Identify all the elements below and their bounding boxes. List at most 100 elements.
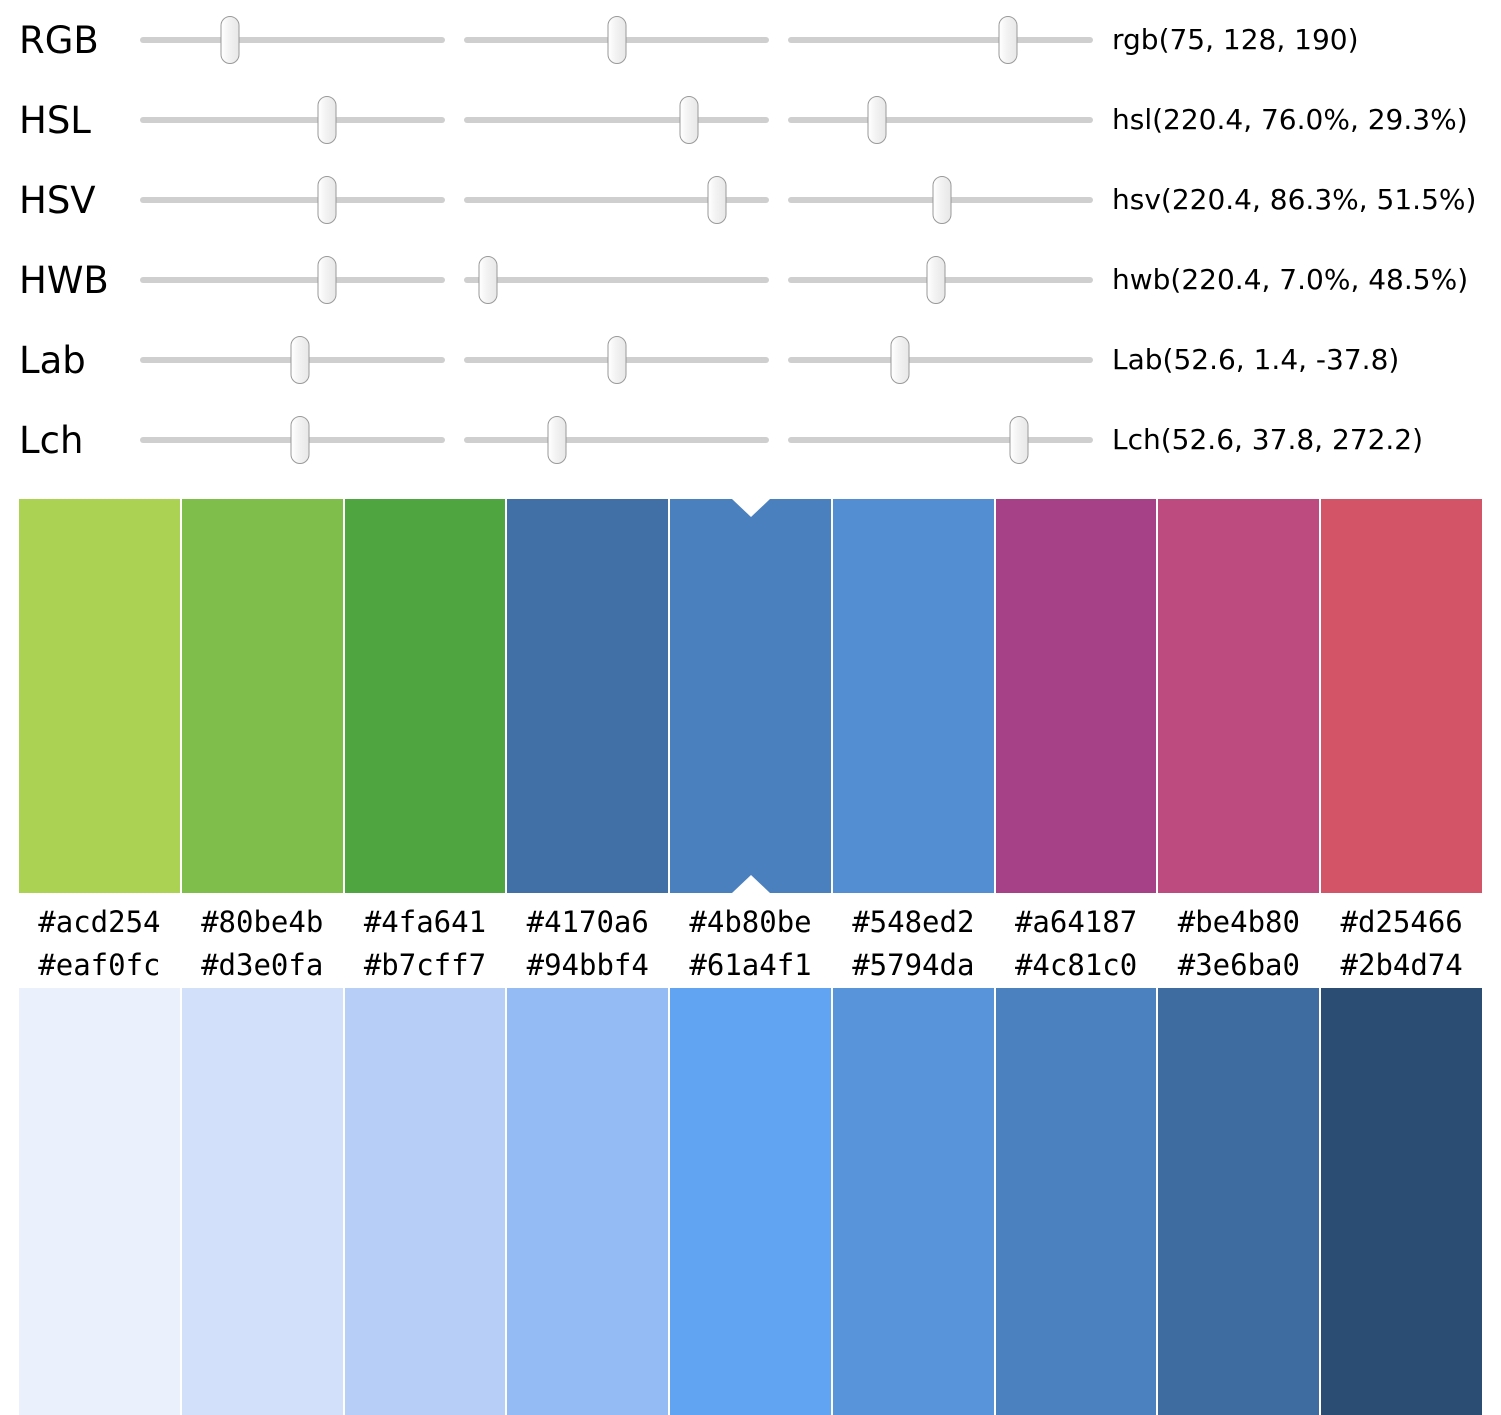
slider-lch-lightness[interactable]	[140, 400, 445, 480]
slider-track[interactable]	[140, 117, 445, 123]
slider-track[interactable]	[464, 437, 769, 443]
slider-thumb[interactable]	[290, 416, 310, 464]
color-value-text: Lch(52.6, 37.8, 272.2)	[1112, 423, 1424, 456]
harmony-hex-label: #4170a6	[526, 905, 649, 939]
shades-hex-label: #4c81c0	[1014, 948, 1138, 982]
slider-thumb[interactable]	[707, 176, 727, 224]
slider-lab-a-axis[interactable]	[464, 320, 769, 400]
slider-track[interactable]	[464, 277, 769, 283]
slider-hsl-saturation[interactable]	[464, 80, 769, 160]
slider-track[interactable]	[788, 437, 1093, 443]
slider-track-group	[140, 240, 1093, 320]
slider-track-group	[140, 0, 1093, 80]
slider-row-lch: Lch Lch(52.6, 37.8, 272.2)	[0, 400, 1501, 480]
slider-hwb-whiteness[interactable]	[464, 240, 769, 320]
color-value-text: hwb(220.4, 7.0%, 48.5%)	[1112, 263, 1469, 296]
harmony-hex-label: #be4b80	[1177, 905, 1300, 939]
slider-rgb-blue[interactable]	[788, 0, 1093, 80]
color-space-label: Lab	[19, 338, 86, 382]
slider-hsv-value[interactable]	[788, 160, 1093, 240]
harmony-swatch[interactable]	[995, 499, 1157, 893]
slider-track[interactable]	[788, 37, 1093, 43]
harmony-swatch[interactable]	[670, 499, 831, 893]
shades-swatch[interactable]	[507, 988, 669, 1415]
selected-marker-up-icon	[731, 875, 770, 893]
slider-track[interactable]	[464, 197, 769, 203]
slider-track[interactable]	[788, 357, 1093, 363]
slider-track[interactable]	[788, 117, 1093, 123]
color-space-label: RGB	[19, 18, 99, 62]
slider-thumb[interactable]	[998, 16, 1018, 64]
shades-swatch[interactable]	[832, 988, 994, 1415]
slider-track[interactable]	[464, 117, 769, 123]
color-value-text: hsl(220.4, 76.0%, 29.3%)	[1112, 103, 1468, 136]
harmony-swatch[interactable]	[1158, 499, 1320, 893]
slider-track[interactable]	[140, 277, 445, 283]
slider-rgb-green[interactable]	[464, 0, 769, 80]
harmony-swatch[interactable]	[344, 499, 506, 893]
slider-thumb[interactable]	[607, 336, 627, 384]
slider-thumb[interactable]	[317, 96, 337, 144]
slider-lab-lightness[interactable]	[140, 320, 445, 400]
color-space-label: HSL	[19, 98, 91, 142]
slider-thumb[interactable]	[478, 256, 498, 304]
shades-hex-label: #61a4f1	[689, 948, 812, 982]
color-space-label: HWB	[19, 258, 109, 302]
slider-thumb[interactable]	[290, 336, 310, 384]
slider-track-group	[140, 80, 1093, 160]
harmony-hex-label: #80be4b	[201, 905, 324, 939]
harmony-swatch[interactable]	[1321, 499, 1483, 893]
shades-swatch[interactable]	[344, 988, 506, 1415]
slider-thumb[interactable]	[932, 176, 952, 224]
harmony-swatch[interactable]	[19, 499, 180, 893]
slider-hsv-saturation[interactable]	[464, 160, 769, 240]
slider-track-group	[140, 160, 1093, 240]
harmony-hex-label: #4b80be	[689, 905, 812, 939]
shades-hex-label: #b7cff7	[363, 948, 487, 982]
slider-thumb[interactable]	[867, 96, 887, 144]
slider-track[interactable]	[140, 37, 445, 43]
harmony-swatch[interactable]	[181, 499, 343, 893]
color-space-label: HSV	[19, 178, 96, 222]
slider-track-group	[140, 400, 1093, 480]
shades-hex-label: #d3e0fa	[201, 948, 324, 982]
slider-thumb[interactable]	[220, 16, 240, 64]
slider-lch-chroma[interactable]	[464, 400, 769, 480]
slider-lch-hue[interactable]	[788, 400, 1093, 480]
slider-hsl-lightness[interactable]	[788, 80, 1093, 160]
slider-row-hsv: HSV hsv(220.4, 86.3%, 51.5%)	[0, 160, 1501, 240]
slider-hsl-hue[interactable]	[140, 80, 445, 160]
shades-swatch[interactable]	[1158, 988, 1320, 1415]
slider-thumb[interactable]	[317, 256, 337, 304]
shades-hex-label: #94bbf4	[526, 948, 649, 982]
slider-row-lab: Lab Lab(52.6, 1.4, -37.8)	[0, 320, 1501, 400]
shades-swatch[interactable]	[19, 988, 180, 1415]
slider-thumb[interactable]	[607, 16, 627, 64]
slider-lab-b-axis[interactable]	[788, 320, 1093, 400]
slider-hsv-hue[interactable]	[140, 160, 445, 240]
slider-hwb-hue[interactable]	[140, 240, 445, 320]
slider-thumb[interactable]	[890, 336, 910, 384]
slider-row-hsl: HSL hsl(220.4, 76.0%, 29.3%)	[0, 80, 1501, 160]
shades-swatch[interactable]	[995, 988, 1157, 1415]
shades-swatch[interactable]	[670, 988, 831, 1415]
shades-swatch-strip	[19, 988, 1483, 1415]
slider-track[interactable]	[140, 197, 445, 203]
harmony-swatch[interactable]	[832, 499, 994, 893]
slider-thumb[interactable]	[547, 416, 567, 464]
slider-rgb-red[interactable]	[140, 0, 445, 80]
shades-swatch[interactable]	[181, 988, 343, 1415]
shades-hex-label: #2b4d74	[1340, 948, 1463, 982]
shades-swatch[interactable]	[1321, 988, 1483, 1415]
slider-thumb[interactable]	[1009, 416, 1029, 464]
slider-hwb-blackness[interactable]	[788, 240, 1093, 320]
harmony-swatch[interactable]	[507, 499, 669, 893]
slider-thumb[interactable]	[317, 176, 337, 224]
slider-thumb[interactable]	[926, 256, 946, 304]
harmony-hex-label: #d25466	[1340, 905, 1463, 939]
slider-thumb[interactable]	[679, 96, 699, 144]
slider-row-hwb: HWB hwb(220.4, 7.0%, 48.5%)	[0, 240, 1501, 320]
shades-hex-label: #eaf0fc	[38, 948, 161, 982]
color-value-text: hsv(220.4, 86.3%, 51.5%)	[1112, 183, 1477, 216]
color-space-label: Lch	[19, 418, 84, 462]
